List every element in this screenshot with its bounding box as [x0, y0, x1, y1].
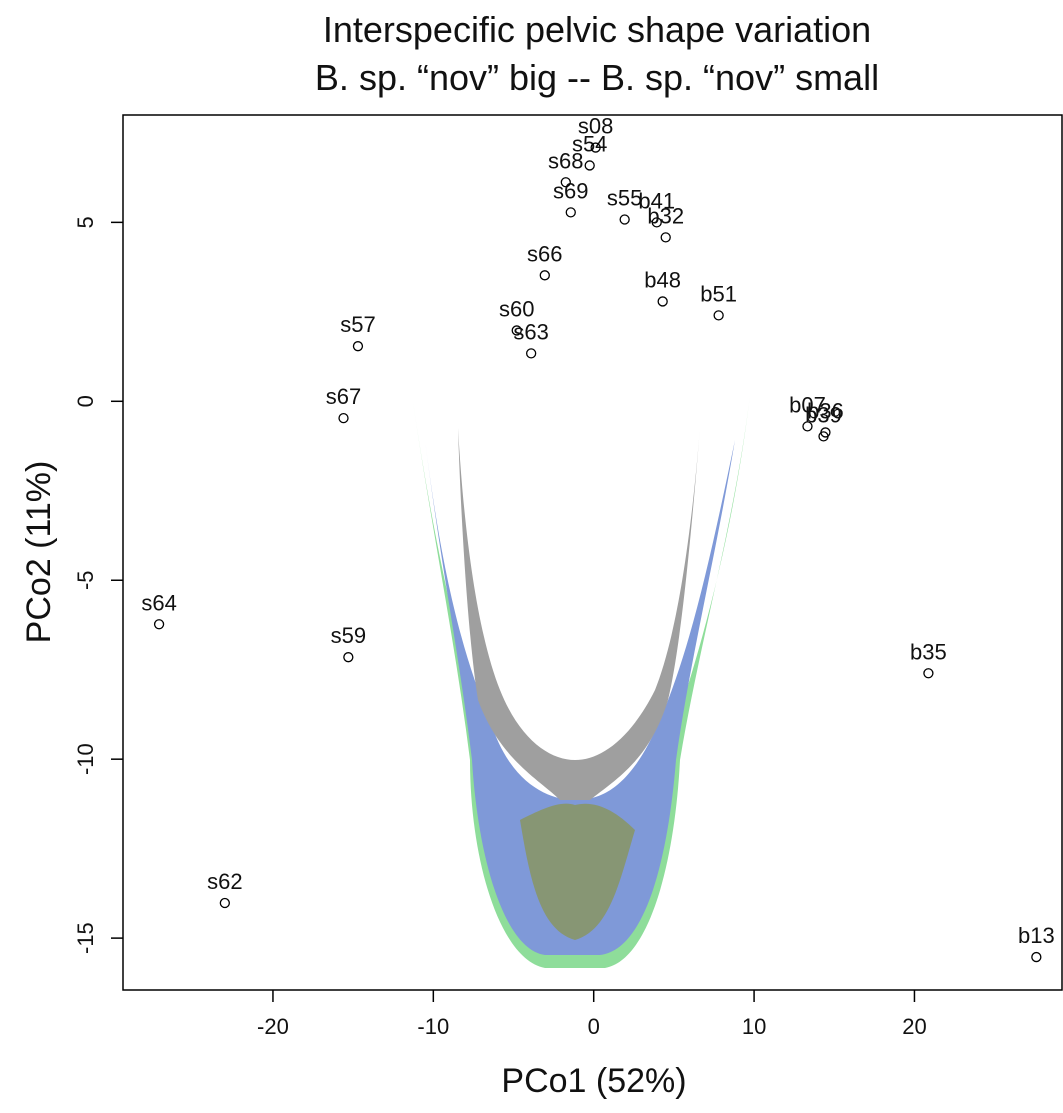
- plot-frame: [122, 114, 1063, 991]
- y-tick-label: 5: [73, 216, 98, 228]
- point: [1031, 951, 1042, 963]
- point: [352, 341, 364, 352]
- y-tick-label: -10: [73, 743, 98, 775]
- point-label: s66: [527, 241, 562, 266]
- point-label: b35: [910, 639, 947, 664]
- point-label: s64: [141, 590, 176, 615]
- y-tick-label: 0: [73, 395, 98, 407]
- point-label: s54: [572, 131, 607, 156]
- point-label: b51: [700, 281, 737, 306]
- point-label: s67: [326, 384, 361, 409]
- point-label: b41: [638, 188, 675, 213]
- point-label: b36: [807, 398, 844, 423]
- point-label: s57: [340, 312, 375, 337]
- x-tick-label: -20: [257, 1014, 289, 1039]
- point: [660, 232, 671, 243]
- point: [923, 668, 934, 679]
- point: [713, 310, 724, 321]
- x-axis-label: PCo1 (52%): [501, 1062, 686, 1100]
- chart-subtitle: B. sp. “nov” big -- B. sp. “nov” small: [315, 57, 879, 98]
- point: [338, 412, 349, 424]
- y-tick-label: -5: [73, 570, 98, 590]
- point: [565, 207, 576, 218]
- point: [619, 214, 630, 225]
- point-label: s68: [548, 148, 583, 173]
- point: [343, 652, 354, 663]
- point: [526, 348, 537, 359]
- x-tick-label: 20: [902, 1014, 926, 1039]
- point-label: s59: [331, 623, 366, 648]
- x-tick-label: 10: [742, 1014, 766, 1039]
- point: [590, 142, 601, 153]
- point-label: b07: [789, 392, 826, 417]
- chart-title: Interspecific pelvic shape variation: [323, 9, 871, 50]
- y-tick-label: -15: [73, 922, 98, 954]
- point-label: s60: [499, 296, 534, 321]
- y-axis-label: PCo2 (11%): [20, 461, 58, 644]
- point: [153, 619, 165, 630]
- x-tick-label: 0: [588, 1014, 600, 1039]
- point: [584, 160, 595, 171]
- point-label: b13: [1018, 923, 1055, 948]
- x-tick-label: -10: [417, 1014, 449, 1039]
- point: [657, 296, 668, 307]
- point: [802, 421, 813, 432]
- point: [539, 270, 550, 281]
- point: [219, 897, 230, 909]
- pelvis-image: [412, 395, 750, 968]
- point-label: b48: [644, 267, 681, 292]
- point-label: b32: [647, 203, 684, 228]
- point-label: s62: [207, 869, 242, 894]
- point: [511, 325, 522, 336]
- point: [818, 431, 829, 442]
- point-label: s63: [513, 319, 548, 344]
- point: [651, 217, 662, 228]
- point-label: b39: [805, 402, 842, 427]
- point: [560, 177, 571, 188]
- point-label: s55: [607, 185, 642, 210]
- point-label: s08: [578, 114, 613, 139]
